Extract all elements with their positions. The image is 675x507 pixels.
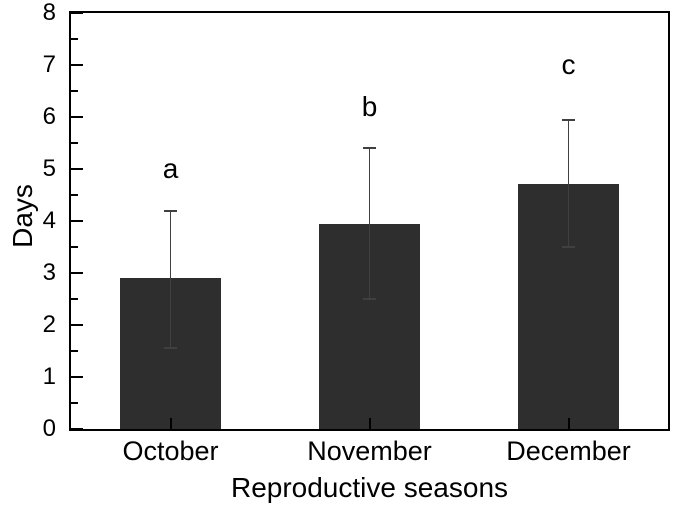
sig-letter-november: b xyxy=(361,90,378,122)
y-tick-label: 6 xyxy=(42,103,56,130)
y-minor-tick xyxy=(71,246,78,248)
x-tick-november xyxy=(368,418,371,429)
y-minor-tick xyxy=(71,38,78,40)
y-major-tick xyxy=(71,428,83,430)
error-bar-cap-top-november xyxy=(363,147,376,150)
x-tick-label-october: October xyxy=(122,436,219,466)
y-minor-tick xyxy=(71,350,78,352)
error-bar-line-october xyxy=(169,210,172,349)
y-minor-tick xyxy=(71,90,78,92)
y-minor-tick xyxy=(71,298,78,300)
error-bar-line-november xyxy=(368,148,371,299)
error-bar-cap-top-october xyxy=(164,209,177,212)
y-minor-tick xyxy=(71,402,78,404)
y-minor-tick xyxy=(71,194,78,196)
plot-area: a b c xyxy=(69,11,670,431)
y-major-tick xyxy=(71,376,83,378)
y-tick-label: 0 xyxy=(42,415,56,442)
x-tick-december xyxy=(567,418,570,429)
x-tick-labels: October November December xyxy=(69,437,670,465)
error-bar-cap-bottom-december xyxy=(562,246,575,248)
y-major-tick xyxy=(71,220,83,222)
y-tick-label: 5 xyxy=(42,155,56,182)
sig-letter-december: c xyxy=(561,49,576,80)
y-major-tick xyxy=(71,12,83,14)
x-tick-label-december: December xyxy=(506,436,631,466)
y-tick-label: 2 xyxy=(42,311,56,338)
error-bar-cap-top-december xyxy=(562,118,575,121)
y-tick-label: 1 xyxy=(42,363,56,390)
y-major-tick xyxy=(71,324,83,326)
x-axis-title: Reproductive seasons xyxy=(230,472,509,503)
y-major-tick xyxy=(71,168,83,170)
y-minor-tick xyxy=(71,142,78,144)
sig-letter-october: a xyxy=(162,153,179,184)
error-bar-cap-bottom-october xyxy=(164,347,177,350)
y-major-tick xyxy=(71,272,83,274)
y-major-tick xyxy=(71,116,83,118)
error-bar-cap-bottom-november xyxy=(363,298,376,300)
y-tick-label: 7 xyxy=(42,51,56,78)
x-tick-label-november: November xyxy=(307,436,432,466)
error-bar-line-december xyxy=(567,119,570,247)
x-tick-october xyxy=(169,418,172,429)
y-major-tick xyxy=(71,64,83,66)
y-tick-label: 8 xyxy=(42,0,56,26)
y-tick-labels: 0 1 2 3 4 5 6 7 8 xyxy=(0,0,60,442)
y-tick-label: 4 xyxy=(42,207,56,234)
y-tick-label: 3 xyxy=(42,259,56,286)
